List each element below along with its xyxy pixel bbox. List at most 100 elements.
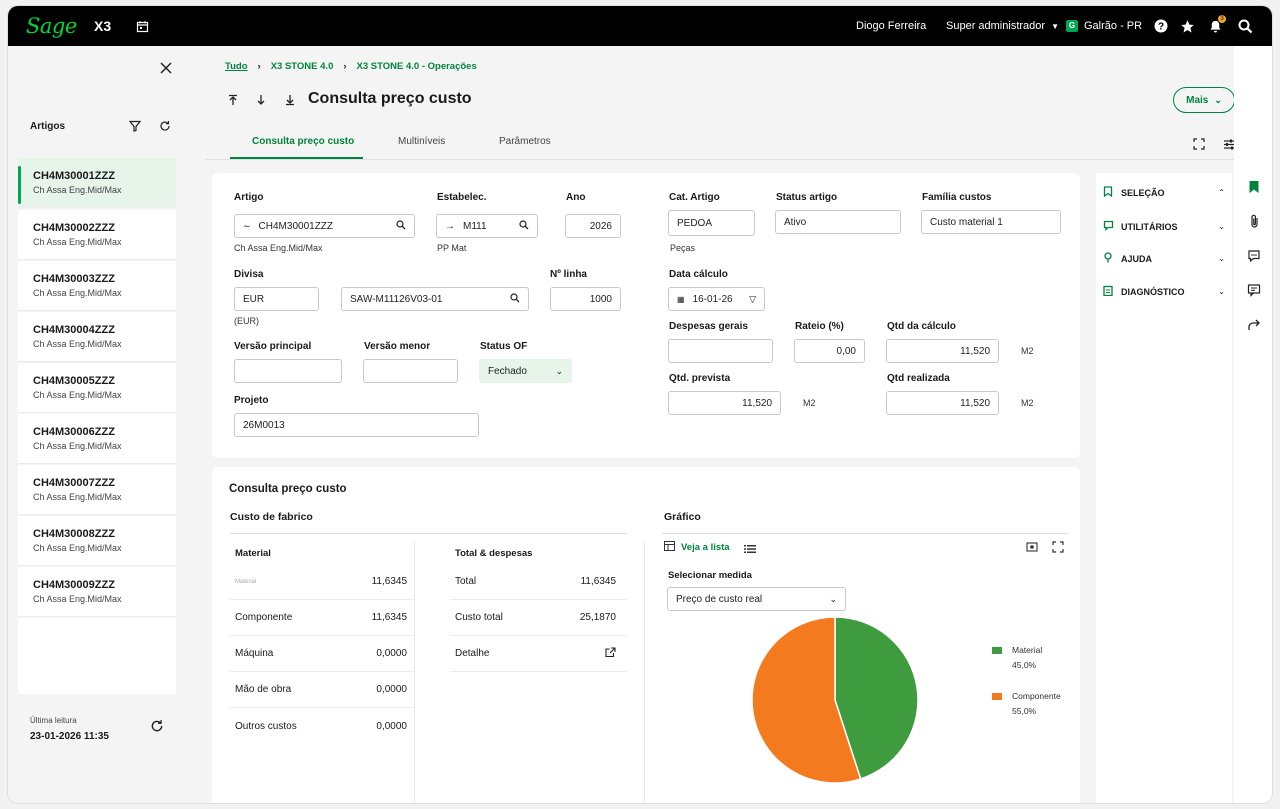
right-panel bbox=[1096, 173, 1232, 803]
company-selector[interactable]: G Galrão - PR bbox=[1066, 6, 1142, 46]
refresh-icon[interactable] bbox=[157, 118, 173, 134]
measure-select[interactable]: Preço de custo real ⌄ bbox=[667, 587, 846, 611]
status-artigo-label: Status artigo bbox=[776, 192, 838, 203]
fullscreen-icon[interactable] bbox=[1191, 136, 1207, 152]
sage-logo[interactable]: Sage bbox=[26, 14, 77, 38]
comment-icon[interactable] bbox=[1246, 248, 1262, 264]
list-item[interactable]: CH4M30002ZZZ Ch Assa Eng.Mid/Max bbox=[18, 210, 176, 260]
message-icon[interactable] bbox=[1246, 282, 1262, 298]
list-item[interactable]: CH4M30005ZZZ Ch Assa Eng.Mid/Max bbox=[18, 363, 176, 413]
table-row[interactable]: Outros custos 0,0000 bbox=[235, 720, 407, 732]
search-icon[interactable] bbox=[519, 219, 529, 233]
despesas-gerais-input[interactable] bbox=[668, 339, 773, 363]
material-header: Material bbox=[235, 548, 271, 559]
divisa-ref-input[interactable]: SAW-M11126V03-01 bbox=[341, 287, 529, 311]
table-row[interactable]: Componente 11,6345 bbox=[230, 600, 415, 636]
share-icon[interactable] bbox=[1246, 317, 1262, 333]
view-list-link[interactable]: Veja a lista bbox=[664, 541, 730, 554]
section-diagnostico[interactable]: DIAGNÓSTICO ⌄ bbox=[1101, 275, 1225, 308]
versao-principal-label: Versão principal bbox=[234, 341, 312, 352]
projeto-label: Projeto bbox=[234, 395, 269, 406]
qtd-calculo-input[interactable]: 11,520 bbox=[886, 339, 999, 363]
refresh-icon[interactable] bbox=[149, 718, 165, 734]
right-rail bbox=[1234, 46, 1272, 803]
divisa-input[interactable]: EUR bbox=[234, 287, 319, 311]
next-record-icon[interactable] bbox=[253, 92, 269, 108]
table-row[interactable]: Mão de obra 0,0000 bbox=[230, 672, 415, 708]
qtd-prevista-input[interactable]: 11,520 bbox=[668, 391, 781, 415]
lookup-arrow-icon: ∼ bbox=[243, 220, 251, 231]
table-row[interactable]: Máquina 0,0000 bbox=[230, 636, 415, 672]
rateio-input[interactable]: 0,00 bbox=[794, 339, 865, 363]
list-item[interactable]: CH4M30006ZZZ Ch Assa Eng.Mid/Max bbox=[18, 414, 176, 464]
close-icon[interactable] bbox=[158, 60, 174, 76]
search-icon[interactable] bbox=[1237, 18, 1253, 34]
chart-settings-icon[interactable] bbox=[1026, 540, 1038, 558]
search-icon[interactable] bbox=[510, 292, 520, 306]
bookmark-icon[interactable] bbox=[1246, 179, 1262, 195]
table-row[interactable]: Material 11,6345 bbox=[230, 564, 415, 600]
star-icon[interactable] bbox=[1179, 18, 1195, 34]
bell-icon[interactable]: 3 bbox=[1207, 15, 1226, 34]
external-link-icon[interactable] bbox=[605, 646, 616, 661]
legend-label[interactable]: Material bbox=[1012, 645, 1042, 655]
breadcrumb-item[interactable]: X3 STONE 4.0 - Operações bbox=[356, 61, 477, 72]
status-of-select[interactable]: Fechado ⌄ bbox=[479, 359, 572, 383]
tab-multiniveis[interactable]: Multiníveis bbox=[398, 136, 446, 147]
section-utilitarios[interactable]: UTILITÁRIOS ⌄ bbox=[1101, 210, 1225, 243]
table-row[interactable]: Total 11,6345 bbox=[450, 564, 627, 600]
user-name[interactable]: Diogo Ferreira bbox=[856, 20, 927, 32]
list-item[interactable]: CH4M30009ZZZ Ch Assa Eng.Mid/Max bbox=[18, 567, 176, 617]
table-row[interactable]: Custo total 25,1870 bbox=[450, 600, 627, 636]
fullscreen-icon[interactable] bbox=[1052, 540, 1064, 558]
tab-consulta[interactable]: Consulta preço custo bbox=[252, 136, 355, 147]
role-selector[interactable]: Super administrador ▼ bbox=[946, 20, 1059, 32]
familia-custos-input[interactable]: Custo material 1 bbox=[921, 210, 1061, 234]
list-item[interactable]: CH4M30008ZZZ Ch Assa Eng.Mid/Max bbox=[18, 516, 176, 566]
section-ajuda[interactable]: AJUDA ⌄ bbox=[1101, 242, 1225, 275]
dropdown-icon[interactable]: ▽ bbox=[749, 293, 756, 304]
versao-principal-input[interactable] bbox=[234, 359, 342, 383]
filter-icon[interactable] bbox=[127, 118, 143, 134]
data-calculo-input[interactable]: ▦ 16-01-26 ▽ bbox=[668, 287, 765, 311]
breadcrumb-item[interactable]: Tudo bbox=[225, 61, 248, 72]
estabelec-input[interactable]: → M111 bbox=[436, 214, 538, 238]
last-record-icon[interactable] bbox=[282, 92, 298, 108]
more-button[interactable]: Mais ⌄ bbox=[1173, 87, 1235, 113]
divider bbox=[662, 533, 1068, 534]
tab-parametros[interactable]: Parâmetros bbox=[499, 136, 551, 147]
section-selecao[interactable]: SELEÇÃO ⌃ bbox=[1101, 176, 1225, 209]
versao-menor-label: Versão menor bbox=[364, 341, 431, 352]
chevron-up-icon: ⌃ bbox=[1218, 188, 1225, 197]
legend-label[interactable]: Componente bbox=[1012, 691, 1061, 701]
search-icon[interactable] bbox=[396, 219, 406, 233]
list-item[interactable]: CH4M30001ZZZ Ch Assa Eng.Mid/Max bbox=[18, 158, 176, 208]
projeto-input[interactable]: 26M0013 bbox=[234, 413, 479, 437]
legend-value: 55,0% bbox=[1012, 706, 1037, 716]
legend-swatch bbox=[992, 647, 1002, 654]
artigo-input[interactable]: ∼ CH4M30001ZZZ bbox=[234, 214, 415, 238]
n-linha-input[interactable]: 1000 bbox=[550, 287, 621, 311]
attachment-icon[interactable] bbox=[1246, 213, 1262, 229]
list-icon[interactable] bbox=[744, 541, 756, 559]
settings-sliders-icon[interactable] bbox=[1221, 136, 1237, 152]
calendar-icon[interactable] bbox=[134, 18, 150, 34]
breadcrumb: Tudo › X3 STONE 4.0 › X3 STONE 4.0 - Ope… bbox=[225, 61, 477, 72]
qtd-realizada-input[interactable]: 11,520 bbox=[886, 391, 999, 415]
breadcrumb-item[interactable]: X3 STONE 4.0 bbox=[270, 61, 334, 72]
pie-slice-componente[interactable] bbox=[752, 617, 862, 784]
product-name[interactable]: X3 bbox=[94, 18, 112, 34]
pie-slice-material[interactable] bbox=[834, 617, 919, 780]
ano-input[interactable]: 2026 bbox=[565, 214, 621, 238]
chevron-right-icon: › bbox=[343, 61, 347, 72]
list-item[interactable]: CH4M30003ZZZ Ch Assa Eng.Mid/Max bbox=[18, 261, 176, 311]
first-record-icon[interactable] bbox=[225, 92, 241, 108]
status-artigo-input[interactable]: Ativo bbox=[775, 210, 901, 234]
cat-artigo-input[interactable]: PEDOA bbox=[668, 210, 755, 236]
table-row[interactable]: Detalhe bbox=[450, 636, 627, 672]
calendar-icon[interactable]: ▦ bbox=[677, 294, 685, 304]
list-item[interactable]: CH4M30004ZZZ Ch Assa Eng.Mid/Max bbox=[18, 312, 176, 362]
help-icon[interactable]: ? bbox=[1153, 18, 1169, 34]
list-item[interactable]: CH4M30007ZZZ Ch Assa Eng.Mid/Max bbox=[18, 465, 176, 515]
versao-menor-input[interactable] bbox=[363, 359, 458, 383]
